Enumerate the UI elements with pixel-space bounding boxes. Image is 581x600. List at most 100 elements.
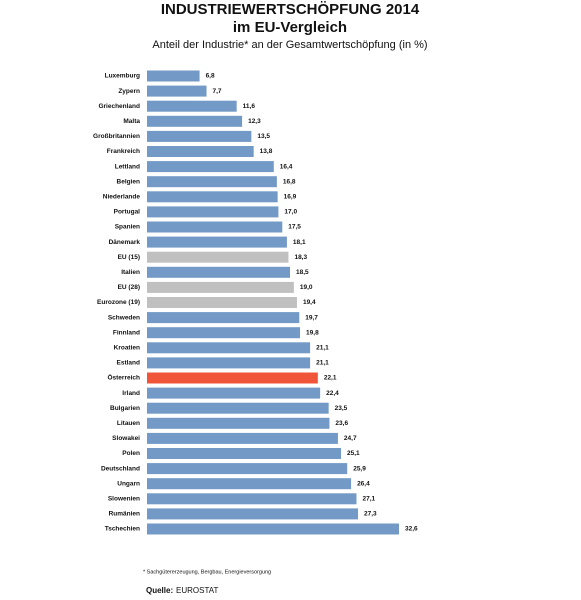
value-label: 16,9 <box>284 194 297 201</box>
value-label: 7,7 <box>213 88 222 95</box>
category-label: Irland <box>122 390 140 397</box>
value-label: 18,5 <box>296 269 309 276</box>
bar <box>147 327 301 339</box>
source-label: Quelle: <box>146 586 173 595</box>
bar <box>147 463 348 475</box>
category-label: Schweden <box>108 314 140 321</box>
category-label: EU (28) <box>118 284 140 291</box>
category-label: Slowenien <box>108 496 140 503</box>
category-label: Italien <box>121 269 140 276</box>
bar <box>147 387 321 399</box>
bar <box>147 508 359 520</box>
bar <box>147 146 254 157</box>
category-label: Lettland <box>115 163 140 170</box>
category-label: Zypern <box>118 88 140 95</box>
bar <box>147 342 311 354</box>
bar <box>147 372 318 384</box>
bar <box>147 85 207 97</box>
bar <box>147 281 294 293</box>
value-label: 26,4 <box>357 480 370 487</box>
bar <box>147 191 278 203</box>
bar <box>147 161 274 173</box>
value-label: 25,9 <box>353 465 366 472</box>
value-label: 27,3 <box>364 511 377 518</box>
value-label: 16,4 <box>280 163 293 170</box>
category-label: Österreich <box>107 373 140 382</box>
category-label: Großbritannien <box>93 133 140 140</box>
source: EUROSTAT <box>176 586 218 595</box>
chart-description: Anteil der Industrie* an der Gesamtwerts… <box>152 39 427 51</box>
category-label: Finnland <box>113 329 140 336</box>
bar <box>147 402 329 414</box>
category-label: Estland <box>117 360 141 367</box>
category-label: Griechenland <box>98 103 140 110</box>
bar <box>147 100 237 112</box>
category-label: Belgien <box>117 178 141 185</box>
bar <box>147 130 252 142</box>
category-label: Kroatien <box>114 345 140 352</box>
category-label: Rumänien <box>109 511 140 518</box>
category-label: Frankreich <box>107 148 140 155</box>
bar <box>147 448 342 459</box>
bar <box>147 115 243 127</box>
category-label: Portugal <box>114 209 141 216</box>
category-label: Malta <box>123 118 140 125</box>
bar <box>147 176 277 188</box>
value-label: 19,8 <box>306 329 319 336</box>
value-label: 6,8 <box>206 73 215 80</box>
value-label: 13,8 <box>260 148 273 155</box>
value-label: 22,4 <box>326 390 339 397</box>
value-label: 16,8 <box>283 178 296 185</box>
value-label: 18,3 <box>294 254 307 261</box>
bar <box>147 357 311 369</box>
value-label: 11,6 <box>243 103 256 110</box>
value-label: 19,7 <box>305 314 318 321</box>
value-label: 23,5 <box>335 405 348 412</box>
value-label: 19,4 <box>303 299 316 306</box>
bar <box>147 206 279 218</box>
value-label: 17,5 <box>288 224 301 231</box>
category-label: Eurozone (19) <box>97 299 140 306</box>
value-label: 12,3 <box>248 118 261 125</box>
value-label: 18,1 <box>293 239 306 246</box>
bar <box>147 312 300 324</box>
category-label: Deutschland <box>101 465 140 472</box>
bar <box>147 251 289 263</box>
category-label: Litauen <box>117 420 140 427</box>
chart-subtitle: im EU-Vergleich <box>233 19 347 36</box>
value-label: 27,1 <box>362 496 375 503</box>
value-label: 23,6 <box>335 420 348 427</box>
category-label: Dänemark <box>109 239 141 246</box>
bar <box>147 236 287 248</box>
chart-title: INDUSTRIEWERTSCHÖPFUNG 2014 <box>161 1 420 18</box>
value-label: 25,1 <box>347 450 360 457</box>
category-label: EU (15) <box>118 254 140 261</box>
value-label: 17,0 <box>284 209 297 216</box>
bar <box>147 221 283 233</box>
category-label: Luxemburg <box>105 73 140 80</box>
bar <box>147 523 399 535</box>
category-label: Spanien <box>115 224 140 231</box>
footnote: * Sachgütererzeugung, Bergbau, Energieve… <box>143 569 271 575</box>
category-label: Niederlande <box>103 194 141 201</box>
bar <box>147 266 291 278</box>
value-label: 24,7 <box>344 435 357 442</box>
value-label: 21,1 <box>316 345 329 352</box>
category-label: Slowakei <box>112 435 140 442</box>
bar <box>147 478 352 490</box>
bar <box>147 297 297 308</box>
value-label: 32,6 <box>405 526 418 533</box>
bar <box>147 432 338 444</box>
value-label: 13,5 <box>257 133 270 140</box>
value-label: 19,0 <box>300 284 313 291</box>
category-label: Ungarn <box>117 480 140 487</box>
bar <box>147 493 357 505</box>
category-label: Bulgarien <box>110 405 140 412</box>
bar <box>147 70 200 82</box>
bar <box>147 417 330 429</box>
value-label: 21,1 <box>316 360 329 367</box>
category-label: Tschechien <box>105 526 140 533</box>
category-label: Polen <box>122 450 140 457</box>
